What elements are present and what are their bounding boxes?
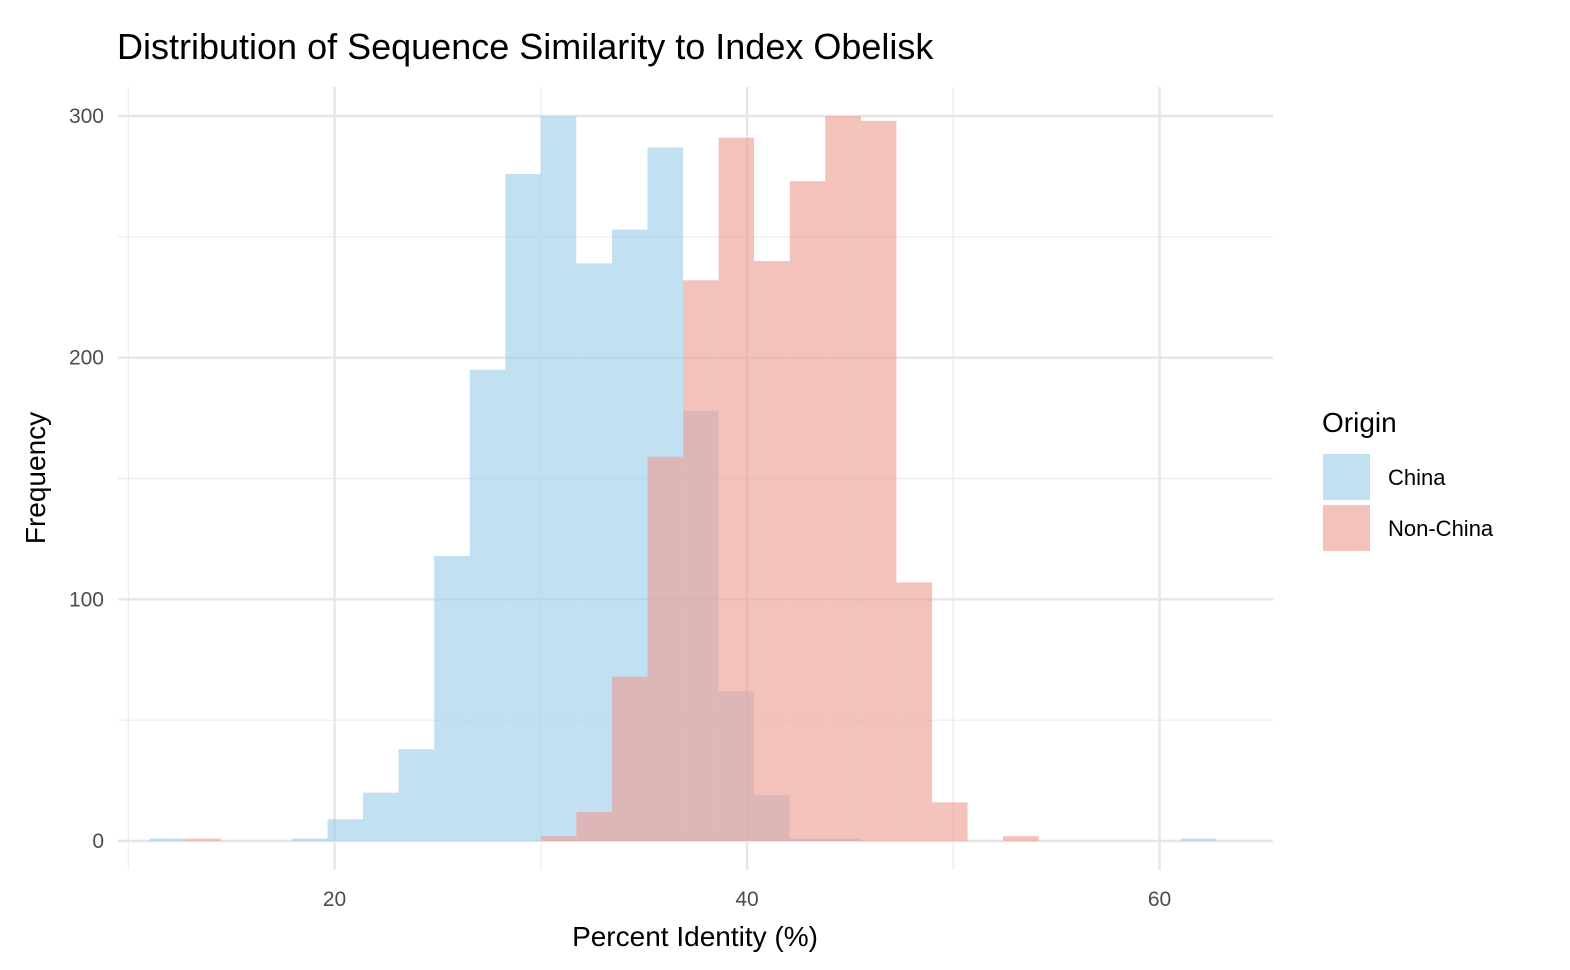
histogram-bars (149, 116, 1217, 842)
legend-label: Non-China (1388, 516, 1494, 541)
y-tick-label: 300 (69, 105, 104, 128)
histogram-bar (789, 181, 826, 841)
histogram-bar (1003, 836, 1039, 841)
y-tick-label: 0 (92, 830, 104, 853)
legend-swatch (1323, 454, 1370, 500)
histogram-bar (505, 174, 541, 841)
chart-title: Distribution of Sequence Similarity to I… (117, 26, 934, 67)
histogram-bar (398, 749, 435, 841)
legend-swatch (1323, 505, 1370, 551)
y-tick-label: 200 (69, 347, 104, 370)
histogram-bar (434, 555, 470, 841)
histogram-bar (647, 456, 684, 841)
y-axis-ticks: 0 100 200 300 (69, 105, 104, 853)
x-tick-label: 40 (735, 888, 758, 911)
histogram-bar (1180, 838, 1217, 841)
series-non-china (185, 116, 1039, 842)
legend: Origin China Non-China (1322, 407, 1494, 551)
histogram-bar (576, 263, 612, 842)
histogram-bar (576, 812, 612, 841)
x-tick-label: 20 (323, 888, 346, 911)
histogram-bar (540, 116, 577, 841)
histogram-bar (327, 819, 364, 841)
histogram-bar (896, 582, 933, 841)
legend-label: China (1388, 465, 1446, 490)
x-axis-title: Percent Identity (%) (572, 921, 818, 952)
x-axis-ticks: 20 40 60 (323, 888, 1171, 911)
histogram-bar (291, 838, 328, 841)
histogram-bar (185, 838, 221, 841)
histogram-bar (611, 676, 648, 841)
y-tick-label: 100 (69, 588, 104, 611)
histogram-bar (825, 116, 861, 841)
histogram-bar (718, 137, 755, 841)
histogram-bar (754, 261, 790, 841)
histogram-bar (149, 838, 186, 841)
y-axis-title: Frequency (20, 412, 51, 544)
x-tick-label: 60 (1148, 888, 1171, 911)
histogram-bar (540, 836, 577, 841)
histogram-bar (932, 802, 968, 841)
histogram-bar (860, 120, 897, 842)
histogram-bar (683, 280, 719, 841)
legend-title: Origin (1322, 407, 1397, 438)
histogram-bar (363, 792, 399, 841)
histogram-bar (469, 369, 506, 841)
